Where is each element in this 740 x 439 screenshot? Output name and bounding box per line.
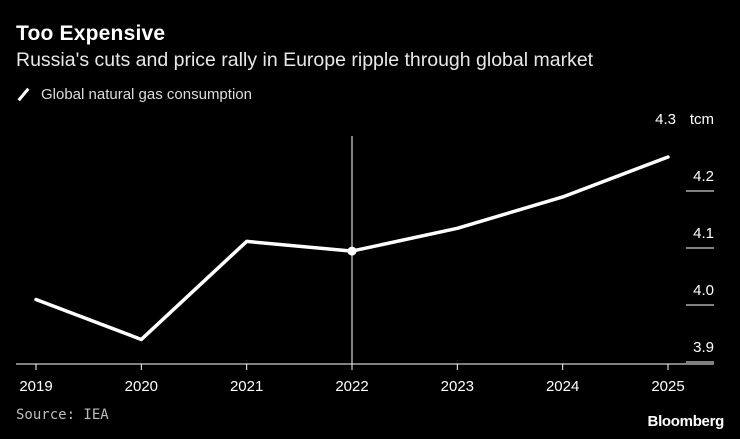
- data-point-2022: [347, 246, 357, 256]
- y-unit-label: tcm: [690, 111, 714, 128]
- y-tick-label-4.2: 4.2: [693, 168, 714, 185]
- x-tick-label-2020: 2020: [125, 378, 158, 395]
- x-tick-label-2019: 2019: [19, 378, 52, 395]
- chart-title: Too Expensive: [16, 22, 166, 45]
- y-tick-label-4.3: 4.3: [655, 111, 676, 128]
- x-tick-label-2023: 2023: [441, 378, 474, 395]
- x-tick-label-2022: 2022: [335, 378, 368, 395]
- x-tick-label-2025: 2025: [651, 378, 684, 395]
- chart-legend: Global natural gas consumption: [16, 86, 252, 103]
- legend-label: Global natural gas consumption: [41, 86, 252, 103]
- y-tick-label-3.9: 3.9: [693, 339, 714, 356]
- x-tick-label-2021: 2021: [230, 378, 263, 395]
- brand-logo: Bloomberg: [647, 413, 725, 430]
- source-note: Source: IEA: [16, 407, 109, 423]
- y-tick-label-4.1: 4.1: [693, 225, 714, 242]
- y-tick-label-4.0: 4.0: [693, 282, 714, 299]
- x-tick-label-2024: 2024: [546, 378, 579, 395]
- chart-subtitle: Russia's cuts and price rally in Europe …: [16, 49, 594, 71]
